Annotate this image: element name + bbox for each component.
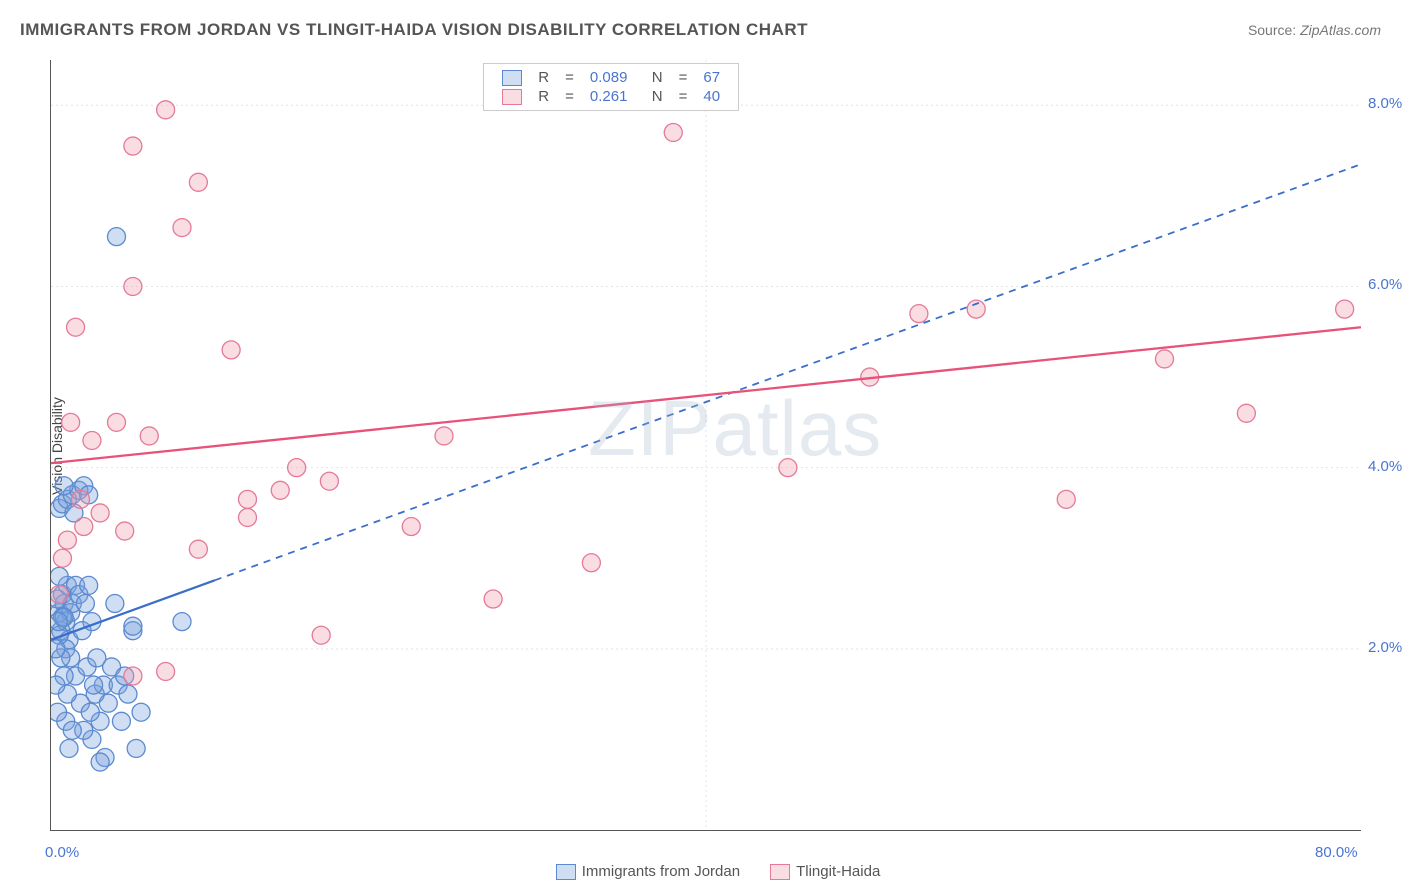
scatter-point — [53, 549, 71, 567]
stat-r-label: R — [530, 68, 557, 87]
trend-line-extrapolated — [215, 164, 1361, 580]
scatter-point — [910, 305, 928, 323]
scatter-point — [63, 721, 81, 739]
scatter-point — [132, 703, 150, 721]
scatter-point — [189, 173, 207, 191]
scatter-point — [116, 522, 134, 540]
scatter-point — [124, 617, 142, 635]
stat-eq: = — [557, 68, 582, 87]
scatter-point — [75, 518, 93, 536]
x-tick-label: 0.0% — [45, 844, 79, 861]
stat-n-label: N — [635, 68, 670, 87]
scatter-point — [127, 739, 145, 757]
stat-r-value: 0.089 — [582, 68, 636, 87]
stat-n-label: N — [635, 87, 670, 106]
scatter-point — [108, 228, 126, 246]
scatter-point — [67, 318, 85, 336]
chart-title: IMMIGRANTS FROM JORDAN VS TLINGIT-HAIDA … — [20, 20, 808, 40]
scatter-point — [88, 649, 106, 667]
legend-label: Immigrants from Jordan — [582, 863, 740, 880]
scatter-point — [124, 277, 142, 295]
scatter-point — [222, 341, 240, 359]
scatter-point — [1237, 404, 1255, 422]
stat-n-value: 40 — [695, 87, 728, 106]
scatter-point — [157, 101, 175, 119]
watermark: ZIPatlas — [588, 383, 882, 474]
scatter-point — [239, 508, 257, 526]
scatter-point — [58, 531, 76, 549]
plot-area: ZIPatlas R=0.089 N=67R=0.261 N=40 — [50, 60, 1361, 831]
stats-row: R=0.261 N=40 — [494, 87, 728, 106]
scatter-point — [91, 753, 109, 771]
legend-swatch — [502, 70, 522, 86]
y-tick-label: 6.0% — [1368, 276, 1402, 293]
scatter-point — [484, 590, 502, 608]
scatter-point — [967, 300, 985, 318]
scatter-point — [119, 685, 137, 703]
scatter-point — [55, 477, 73, 495]
scatter-point — [239, 490, 257, 508]
source-label: Source: — [1248, 22, 1296, 38]
y-tick-label: 4.0% — [1368, 458, 1402, 475]
source-attribution: Source: ZipAtlas.com — [1248, 22, 1381, 38]
scatter-point — [402, 518, 420, 536]
scatter-point — [1057, 490, 1075, 508]
scatter-point — [582, 554, 600, 572]
stats-row: R=0.089 N=67 — [494, 68, 728, 87]
scatter-point — [80, 576, 98, 594]
stats-legend: R=0.089 N=67R=0.261 N=40 — [483, 63, 739, 111]
scatter-point — [157, 662, 175, 680]
scatter-point — [140, 427, 158, 445]
legend-swatch — [556, 864, 576, 880]
scatter-point — [99, 694, 117, 712]
scatter-point — [271, 481, 289, 499]
scatter-point — [288, 459, 306, 477]
stat-eq: = — [557, 87, 582, 106]
scatter-point — [1156, 350, 1174, 368]
chart-container: IMMIGRANTS FROM JORDAN VS TLINGIT-HAIDA … — [0, 0, 1406, 892]
scatter-point — [312, 626, 330, 644]
scatter-point — [85, 676, 103, 694]
scatter-point — [173, 613, 191, 631]
scatter-point — [51, 585, 68, 603]
y-tick-label: 2.0% — [1368, 639, 1402, 656]
stat-r-value: 0.261 — [582, 87, 636, 106]
scatter-point — [1336, 300, 1354, 318]
scatter-point — [173, 219, 191, 237]
scatter-point — [664, 123, 682, 141]
stat-eq: = — [671, 68, 696, 87]
stat-n-value: 67 — [695, 68, 728, 87]
scatter-point — [81, 703, 99, 721]
scatter-point — [189, 540, 207, 558]
legend-swatch — [502, 89, 522, 105]
scatter-point — [60, 739, 78, 757]
legend-swatch — [770, 864, 790, 880]
scatter-point — [83, 431, 101, 449]
scatter-point — [91, 504, 109, 522]
scatter-point — [112, 712, 130, 730]
scatter-point — [124, 137, 142, 155]
scatter-point — [106, 595, 124, 613]
stat-eq: = — [671, 87, 696, 106]
source-name: ZipAtlas.com — [1300, 22, 1381, 38]
scatter-point — [51, 640, 65, 658]
y-tick-label: 8.0% — [1368, 95, 1402, 112]
bottom-legend: Immigrants from Jordan Tlingit-Haida — [0, 863, 1406, 880]
scatter-point — [76, 595, 94, 613]
scatter-point — [108, 413, 126, 431]
scatter-point — [71, 490, 89, 508]
stat-r-label: R — [530, 87, 557, 106]
x-tick-label: 80.0% — [1315, 844, 1358, 861]
scatter-point — [51, 703, 67, 721]
stats-table: R=0.089 N=67R=0.261 N=40 — [494, 68, 728, 106]
scatter-point — [51, 567, 68, 585]
scatter-point — [320, 472, 338, 490]
scatter-point — [51, 613, 67, 631]
scatter-point — [124, 667, 142, 685]
scatter-point — [62, 413, 80, 431]
scatter-point — [51, 676, 65, 694]
legend-label: Tlingit-Haida — [796, 863, 880, 880]
scatter-point — [435, 427, 453, 445]
